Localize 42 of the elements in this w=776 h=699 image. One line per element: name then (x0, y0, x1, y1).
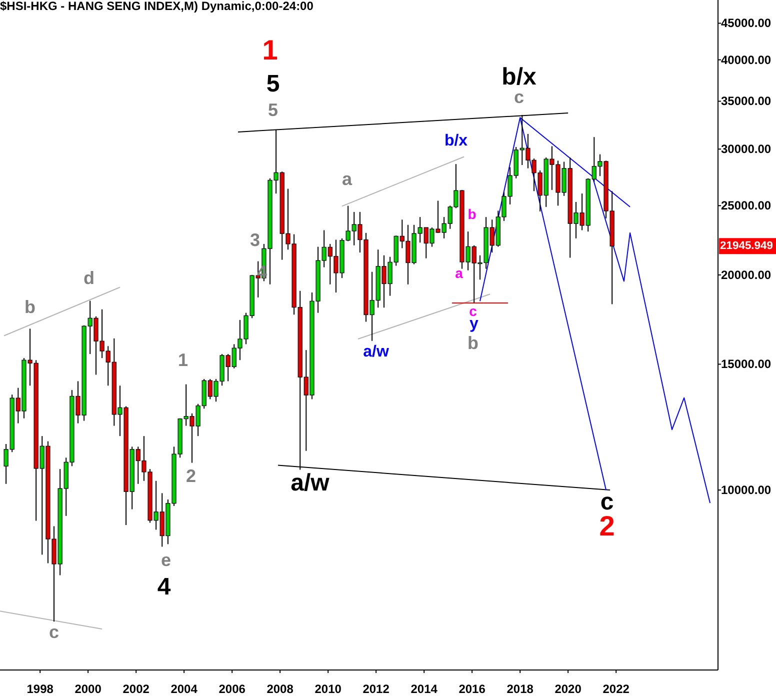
annotation: b (468, 206, 476, 222)
y-tick-label: 10000.00 (721, 483, 772, 498)
y-tick-label: 40000.00 (721, 52, 772, 67)
annotation: 5 (266, 70, 280, 98)
annotation: a/w (363, 344, 390, 360)
annotation: 4 (157, 574, 172, 600)
x-tick-label: 2000 (74, 682, 102, 696)
y-tick-label: 45000.00 (721, 16, 772, 30)
x-tick-label: 2016 (458, 682, 486, 696)
x-tick-label: 1998 (26, 682, 54, 696)
x-tick-label: 2012 (362, 682, 390, 696)
annotation: c (48, 622, 60, 642)
annotation: b (24, 297, 36, 317)
annotation: 2 (186, 466, 196, 486)
x-tick-label: 2014 (410, 682, 438, 696)
x-tick-label: 2022 (602, 682, 630, 696)
x-tick-label: 2006 (218, 682, 246, 696)
x-tick-label: 2004 (170, 682, 198, 696)
y-tick-label: 25000.00 (721, 198, 772, 213)
annotation: a (342, 169, 353, 189)
x-tick-label: 2020 (554, 682, 582, 696)
x-tick-label: 2010 (314, 682, 342, 696)
annotation: 1 (262, 34, 278, 66)
x-tick-label: 2002 (122, 682, 150, 696)
annotation: b/x (444, 132, 468, 150)
annotation: a (455, 265, 464, 281)
annotation: 4 (256, 262, 268, 282)
annotation: 5 (268, 100, 278, 120)
chart-title: $HSI-HKG - HANG SENG INDEX,M) Dynamic,0:00-24:00 (0, 0, 314, 13)
annotation: d (84, 268, 94, 288)
y-tick-label: 30000.00 (721, 142, 772, 156)
y-tick-label: 20000.00 (721, 268, 772, 282)
y-tick-label: 35000.00 (721, 94, 772, 108)
text: 21945.949 (720, 240, 773, 252)
x-tick-label: 2008 (266, 682, 294, 696)
x-tick-label: 2018 (506, 682, 534, 696)
annotation: 3 (250, 230, 260, 250)
y-tick-label: 15000.00 (721, 357, 772, 372)
annotation: e (160, 550, 172, 570)
annotation: b (468, 333, 478, 353)
annotation: a/w (290, 470, 330, 496)
annotation: 1 (178, 350, 188, 370)
